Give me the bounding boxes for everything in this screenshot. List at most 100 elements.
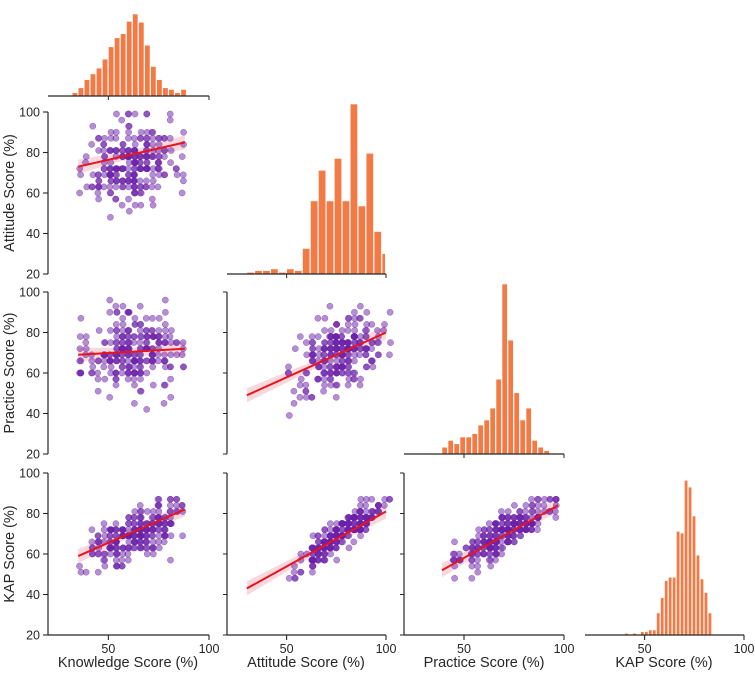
scatter-point bbox=[118, 201, 126, 209]
scatter-point bbox=[136, 502, 144, 509]
scatter-point bbox=[302, 381, 310, 389]
hist-panel-knowledge bbox=[48, 13, 209, 97]
hist-bar bbox=[286, 268, 295, 275]
scatter-point bbox=[130, 520, 138, 527]
scatter-point bbox=[357, 508, 364, 515]
scatter-point bbox=[119, 333, 127, 340]
scatter-point bbox=[143, 550, 151, 558]
x-tick-label: 100 bbox=[199, 642, 220, 656]
y-tick-label: 40 bbox=[26, 407, 40, 421]
hist-bar bbox=[77, 87, 84, 97]
y-tick-label: 40 bbox=[26, 227, 40, 241]
scatter-point bbox=[118, 556, 126, 564]
regression-line bbox=[77, 508, 186, 557]
scatter-point bbox=[339, 538, 346, 546]
scatter-point bbox=[113, 339, 121, 346]
scatter-point bbox=[474, 568, 482, 576]
scatter-point bbox=[107, 339, 115, 346]
scatter-point bbox=[308, 339, 316, 346]
scatter-point bbox=[148, 327, 156, 334]
scatter-point bbox=[351, 520, 359, 527]
scatter-point bbox=[380, 502, 388, 509]
scatter-point bbox=[112, 321, 120, 328]
scatter-point bbox=[149, 128, 157, 136]
scatter-point bbox=[521, 508, 529, 515]
scatter-point bbox=[94, 357, 102, 365]
hist-bar bbox=[656, 612, 661, 636]
scatter-point bbox=[148, 532, 156, 540]
scatter-point bbox=[100, 141, 108, 148]
scatter-point bbox=[155, 544, 163, 552]
scatter-point bbox=[77, 357, 85, 365]
scatter-point bbox=[149, 363, 157, 371]
scatter-point bbox=[101, 562, 109, 570]
hist-bar bbox=[132, 13, 139, 97]
scatter-point bbox=[362, 351, 370, 359]
scatter-point bbox=[320, 351, 327, 359]
scatter-point bbox=[137, 369, 145, 377]
scatter-point bbox=[107, 327, 114, 334]
scatter-point bbox=[88, 141, 95, 148]
scatter-point bbox=[148, 514, 156, 521]
scatter-point bbox=[137, 128, 145, 136]
scatter-point bbox=[509, 532, 517, 540]
scatter-point bbox=[487, 556, 494, 564]
scatter-point bbox=[130, 183, 138, 191]
y-tick-label: 60 bbox=[26, 187, 40, 201]
scatter-point bbox=[326, 345, 334, 353]
hist-bar bbox=[684, 479, 689, 636]
hist-bar bbox=[680, 532, 685, 636]
regression-line-segment bbox=[77, 141, 186, 168]
hist-bar bbox=[447, 440, 454, 455]
scatter-point bbox=[468, 574, 476, 582]
hist-bar bbox=[162, 87, 169, 97]
scatter-point bbox=[290, 400, 298, 407]
scatter-point bbox=[88, 526, 96, 534]
scatter-point bbox=[148, 526, 156, 534]
scatter-point bbox=[173, 502, 180, 509]
scatter-point bbox=[161, 532, 169, 540]
scatter-point bbox=[166, 363, 174, 371]
hist-bar bbox=[83, 79, 90, 97]
scatter-point bbox=[173, 495, 181, 503]
hist-bar bbox=[676, 530, 681, 636]
scatter-point bbox=[356, 381, 364, 389]
scatter-panel-attitude-kap bbox=[226, 473, 394, 636]
hist-bar bbox=[114, 37, 121, 97]
regression-line-segment bbox=[78, 347, 185, 356]
scatter-point bbox=[119, 526, 126, 534]
scatter-point bbox=[321, 550, 329, 558]
scatter-point bbox=[332, 393, 340, 401]
scatter-point bbox=[118, 562, 126, 570]
scatter-point bbox=[534, 495, 542, 503]
hist-bar bbox=[126, 21, 133, 97]
scatter-point bbox=[131, 333, 138, 340]
scatter-point bbox=[77, 171, 84, 179]
hist-bars-knowledge bbox=[71, 13, 187, 97]
scatter-point bbox=[131, 141, 139, 148]
scatter-point bbox=[528, 495, 535, 503]
scatter-point bbox=[363, 308, 371, 316]
scatter-point bbox=[101, 153, 108, 160]
scatter-point bbox=[357, 302, 364, 310]
hist-bar bbox=[120, 33, 127, 97]
scatter-point bbox=[149, 201, 157, 209]
scatter-point bbox=[162, 327, 169, 334]
hist-bar bbox=[365, 153, 374, 275]
scatter-point bbox=[107, 363, 115, 371]
scatter-point bbox=[345, 339, 353, 346]
hist-bars-practice bbox=[441, 283, 550, 455]
scatter-point bbox=[326, 520, 334, 527]
scatter-point bbox=[505, 538, 512, 546]
scatter-point bbox=[498, 520, 506, 527]
scatter-point bbox=[89, 363, 97, 371]
scatter-point bbox=[137, 183, 145, 191]
scatter-point bbox=[173, 351, 181, 359]
scatter-point bbox=[125, 128, 132, 136]
scatter-point bbox=[492, 550, 499, 558]
scatter-point bbox=[155, 159, 163, 166]
scatter-point bbox=[474, 556, 481, 564]
y-tick-label: 60 bbox=[26, 548, 40, 562]
scatter-point bbox=[144, 508, 151, 515]
y-axis-label-attitude: Attitude Score (%) bbox=[2, 134, 18, 252]
